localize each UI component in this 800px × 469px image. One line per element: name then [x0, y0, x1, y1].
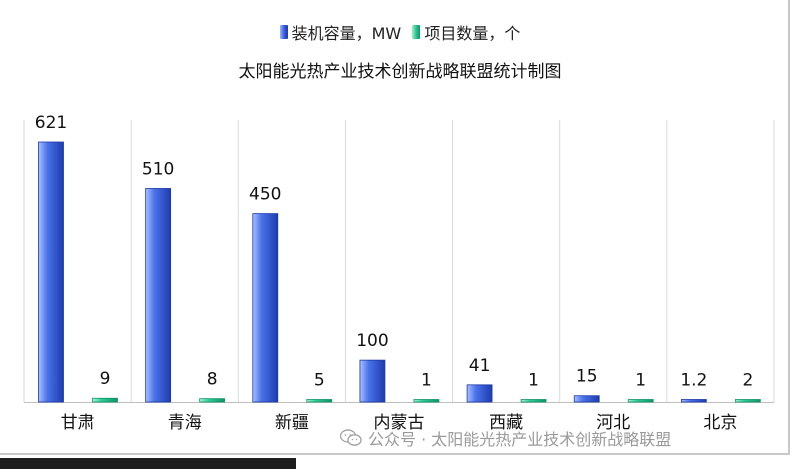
bar-count — [199, 398, 226, 403]
bar-capacity — [466, 384, 493, 403]
bar-count — [627, 399, 654, 403]
bar-count — [413, 399, 440, 403]
legend-label-capacity: 装机容量，MW — [291, 24, 402, 43]
category-label: 青海 — [168, 413, 202, 433]
bar-count — [734, 399, 761, 403]
watermark-text: 公众号 · 太阳能光热产业技术创新战略联盟 — [368, 430, 672, 449]
category-label: 北京 — [703, 413, 737, 433]
legend-item-count: 项目数量，个 — [412, 20, 520, 44]
data-label: 15 — [576, 367, 598, 387]
data-label: 450 — [249, 185, 281, 205]
bar-count — [520, 399, 547, 403]
data-label: 5 — [314, 371, 325, 391]
category-label: 河北 — [596, 413, 630, 433]
category-label: 甘肃 — [61, 413, 95, 433]
chart-frame — [0, 0, 790, 455]
data-label: 1.2 — [680, 371, 707, 391]
bar-capacity — [252, 213, 279, 403]
wechat-icon — [340, 429, 362, 446]
data-label: 2 — [742, 371, 753, 391]
data-label: 8 — [207, 370, 218, 390]
watermark: 公众号 · 太阳能光热产业技术创新战略联盟 — [340, 426, 671, 450]
data-label: 1 — [635, 371, 646, 391]
data-label: 510 — [142, 159, 174, 179]
data-label: 9 — [100, 369, 111, 389]
legend-item-capacity: 装机容量，MW — [279, 20, 402, 44]
chart-legend: 装机容量，MW 项目数量，个 — [0, 20, 800, 44]
bar-capacity — [680, 399, 707, 403]
legend-swatch-capacity — [279, 25, 288, 39]
bar-count — [306, 399, 333, 403]
bottom-strip — [0, 458, 296, 469]
category-label: 内蒙古 — [374, 413, 425, 433]
data-label: 621 — [35, 113, 67, 133]
data-label: 100 — [356, 331, 388, 351]
data-label: 1 — [421, 371, 432, 391]
data-label: 41 — [469, 356, 491, 376]
bar-count — [92, 397, 118, 403]
category-label: 西藏 — [489, 413, 523, 433]
legend-label-count: 项目数量，个 — [424, 24, 521, 43]
legend-swatch-count — [412, 25, 421, 39]
category-label: 新疆 — [275, 413, 309, 433]
bar-capacity — [359, 359, 386, 403]
data-label: 1 — [528, 371, 539, 391]
bar-capacity — [573, 395, 600, 403]
bar-capacity — [38, 141, 64, 403]
bar-capacity — [145, 188, 172, 403]
chart-title: 太阳能光热产业技术创新战略联盟统计制图 — [238, 62, 562, 82]
